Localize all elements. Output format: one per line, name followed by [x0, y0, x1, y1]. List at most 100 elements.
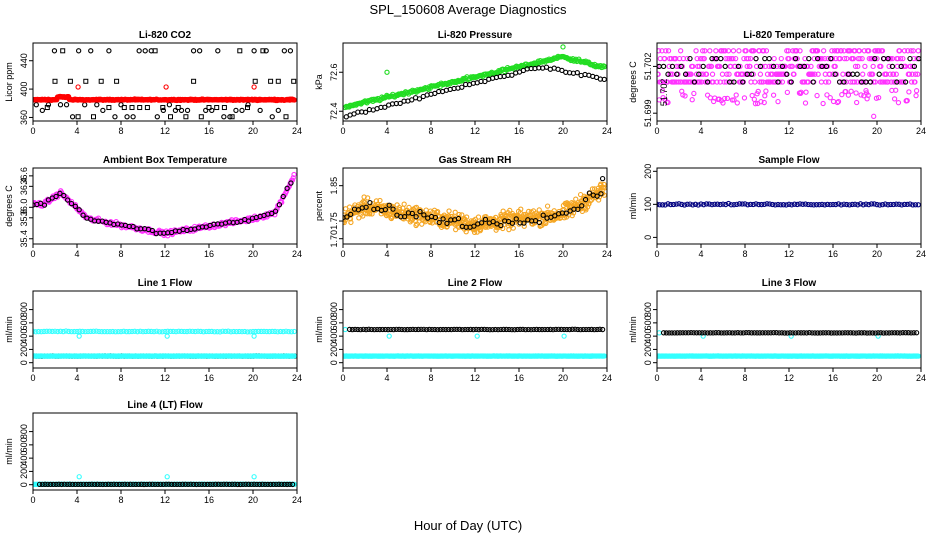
data-point — [758, 79, 765, 85]
data-point — [553, 326, 559, 333]
data-point — [390, 206, 396, 212]
y-axis-label: Licor ppm — [4, 62, 14, 102]
data-point — [367, 200, 373, 206]
data-point — [827, 95, 833, 101]
data-point — [446, 208, 452, 214]
data-point — [53, 193, 59, 200]
data-point — [731, 202, 737, 208]
data-point — [729, 79, 735, 85]
x-tick-label: 4 — [698, 249, 703, 259]
data-point — [563, 210, 569, 216]
x-tick-label: 16 — [204, 249, 214, 259]
data-point — [885, 202, 891, 208]
data-point — [812, 330, 818, 336]
data-point — [784, 48, 790, 54]
data-point — [214, 329, 220, 335]
data-point — [902, 330, 909, 336]
data-point — [251, 48, 257, 54]
x-tick-label: 20 — [248, 249, 258, 259]
y-axis-label: percent — [314, 190, 324, 221]
data-point — [33, 328, 36, 334]
data-point — [878, 63, 884, 70]
data-point — [770, 79, 776, 85]
data-point — [817, 330, 823, 336]
data-point — [121, 328, 127, 334]
data-point — [132, 328, 138, 334]
data-point — [875, 333, 881, 339]
data-point — [462, 326, 468, 333]
data-point — [76, 474, 82, 480]
data-point — [586, 201, 592, 207]
data-point — [291, 353, 297, 359]
data-point — [67, 78, 73, 84]
x-tick-label: 8 — [742, 126, 747, 136]
data-point — [850, 330, 856, 336]
data-point — [492, 326, 498, 333]
data-point — [140, 328, 146, 335]
data-point — [601, 76, 607, 83]
data-point — [814, 55, 821, 62]
data-point — [706, 63, 712, 70]
data-point — [894, 330, 900, 336]
x-tick-label: 12 — [160, 249, 170, 259]
data-point — [788, 79, 794, 85]
data-point — [696, 71, 702, 77]
data-point — [225, 328, 231, 334]
data-point — [100, 481, 106, 488]
data-point — [80, 481, 87, 487]
data-point — [155, 481, 161, 488]
data-point — [873, 48, 879, 54]
x-tick-label: 12 — [160, 126, 170, 136]
data-point — [790, 330, 796, 336]
data-point — [690, 202, 696, 208]
data-point — [100, 107, 106, 114]
data-point — [547, 326, 553, 333]
data-point — [364, 195, 371, 201]
data-point — [839, 330, 845, 336]
data-point — [91, 481, 98, 488]
data-point — [531, 326, 537, 333]
data-point — [152, 48, 158, 54]
data-point — [729, 330, 735, 336]
data-point — [594, 193, 600, 199]
data-point — [124, 114, 130, 120]
data-point — [781, 330, 788, 336]
data-point — [699, 330, 705, 336]
data-point — [212, 481, 219, 487]
data-point — [708, 63, 715, 70]
data-point — [712, 201, 718, 207]
x-tick-label: 16 — [828, 126, 838, 136]
x-tick-label: 8 — [118, 495, 123, 505]
data-point — [185, 481, 191, 488]
data-point — [657, 48, 662, 54]
data-point — [792, 55, 799, 62]
data-point — [900, 330, 906, 336]
data-point — [722, 63, 728, 70]
data-point — [820, 330, 826, 336]
data-point — [691, 330, 697, 336]
x-tick-label: 8 — [742, 249, 747, 259]
data-point — [731, 79, 737, 85]
data-point — [518, 206, 524, 212]
data-point — [739, 201, 745, 207]
data-point — [829, 48, 835, 54]
data-point — [355, 326, 361, 333]
data-point — [124, 481, 131, 487]
data-point — [842, 330, 848, 336]
data-point — [52, 328, 58, 334]
data-point — [239, 107, 245, 114]
data-point — [829, 55, 836, 62]
data-point — [190, 48, 197, 54]
data-point — [657, 202, 663, 208]
data-point — [912, 79, 918, 85]
data-point — [854, 71, 860, 77]
data-point — [709, 201, 715, 208]
data-point — [761, 99, 767, 106]
data-point — [170, 328, 176, 335]
data-point — [762, 330, 768, 336]
data-point — [269, 114, 275, 120]
data-point — [272, 212, 278, 218]
data-point — [352, 326, 358, 333]
data-point — [704, 92, 711, 98]
